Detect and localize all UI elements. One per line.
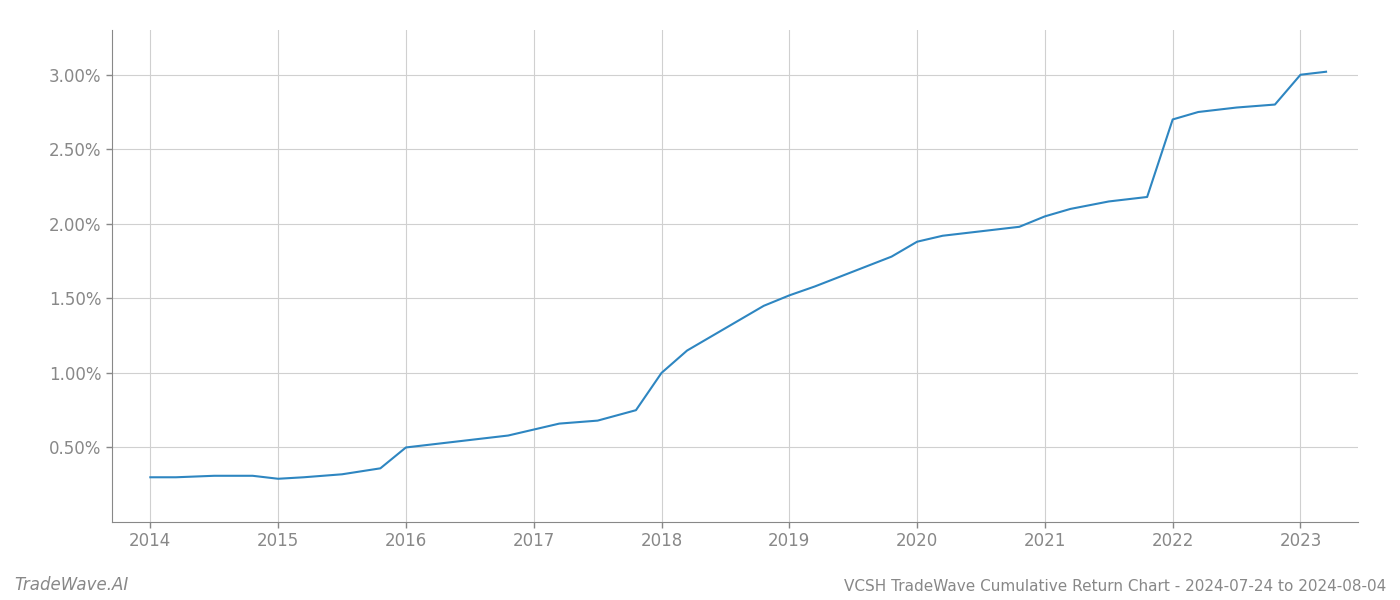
Text: TradeWave.AI: TradeWave.AI: [14, 576, 129, 594]
Text: VCSH TradeWave Cumulative Return Chart - 2024-07-24 to 2024-08-04: VCSH TradeWave Cumulative Return Chart -…: [844, 579, 1386, 594]
